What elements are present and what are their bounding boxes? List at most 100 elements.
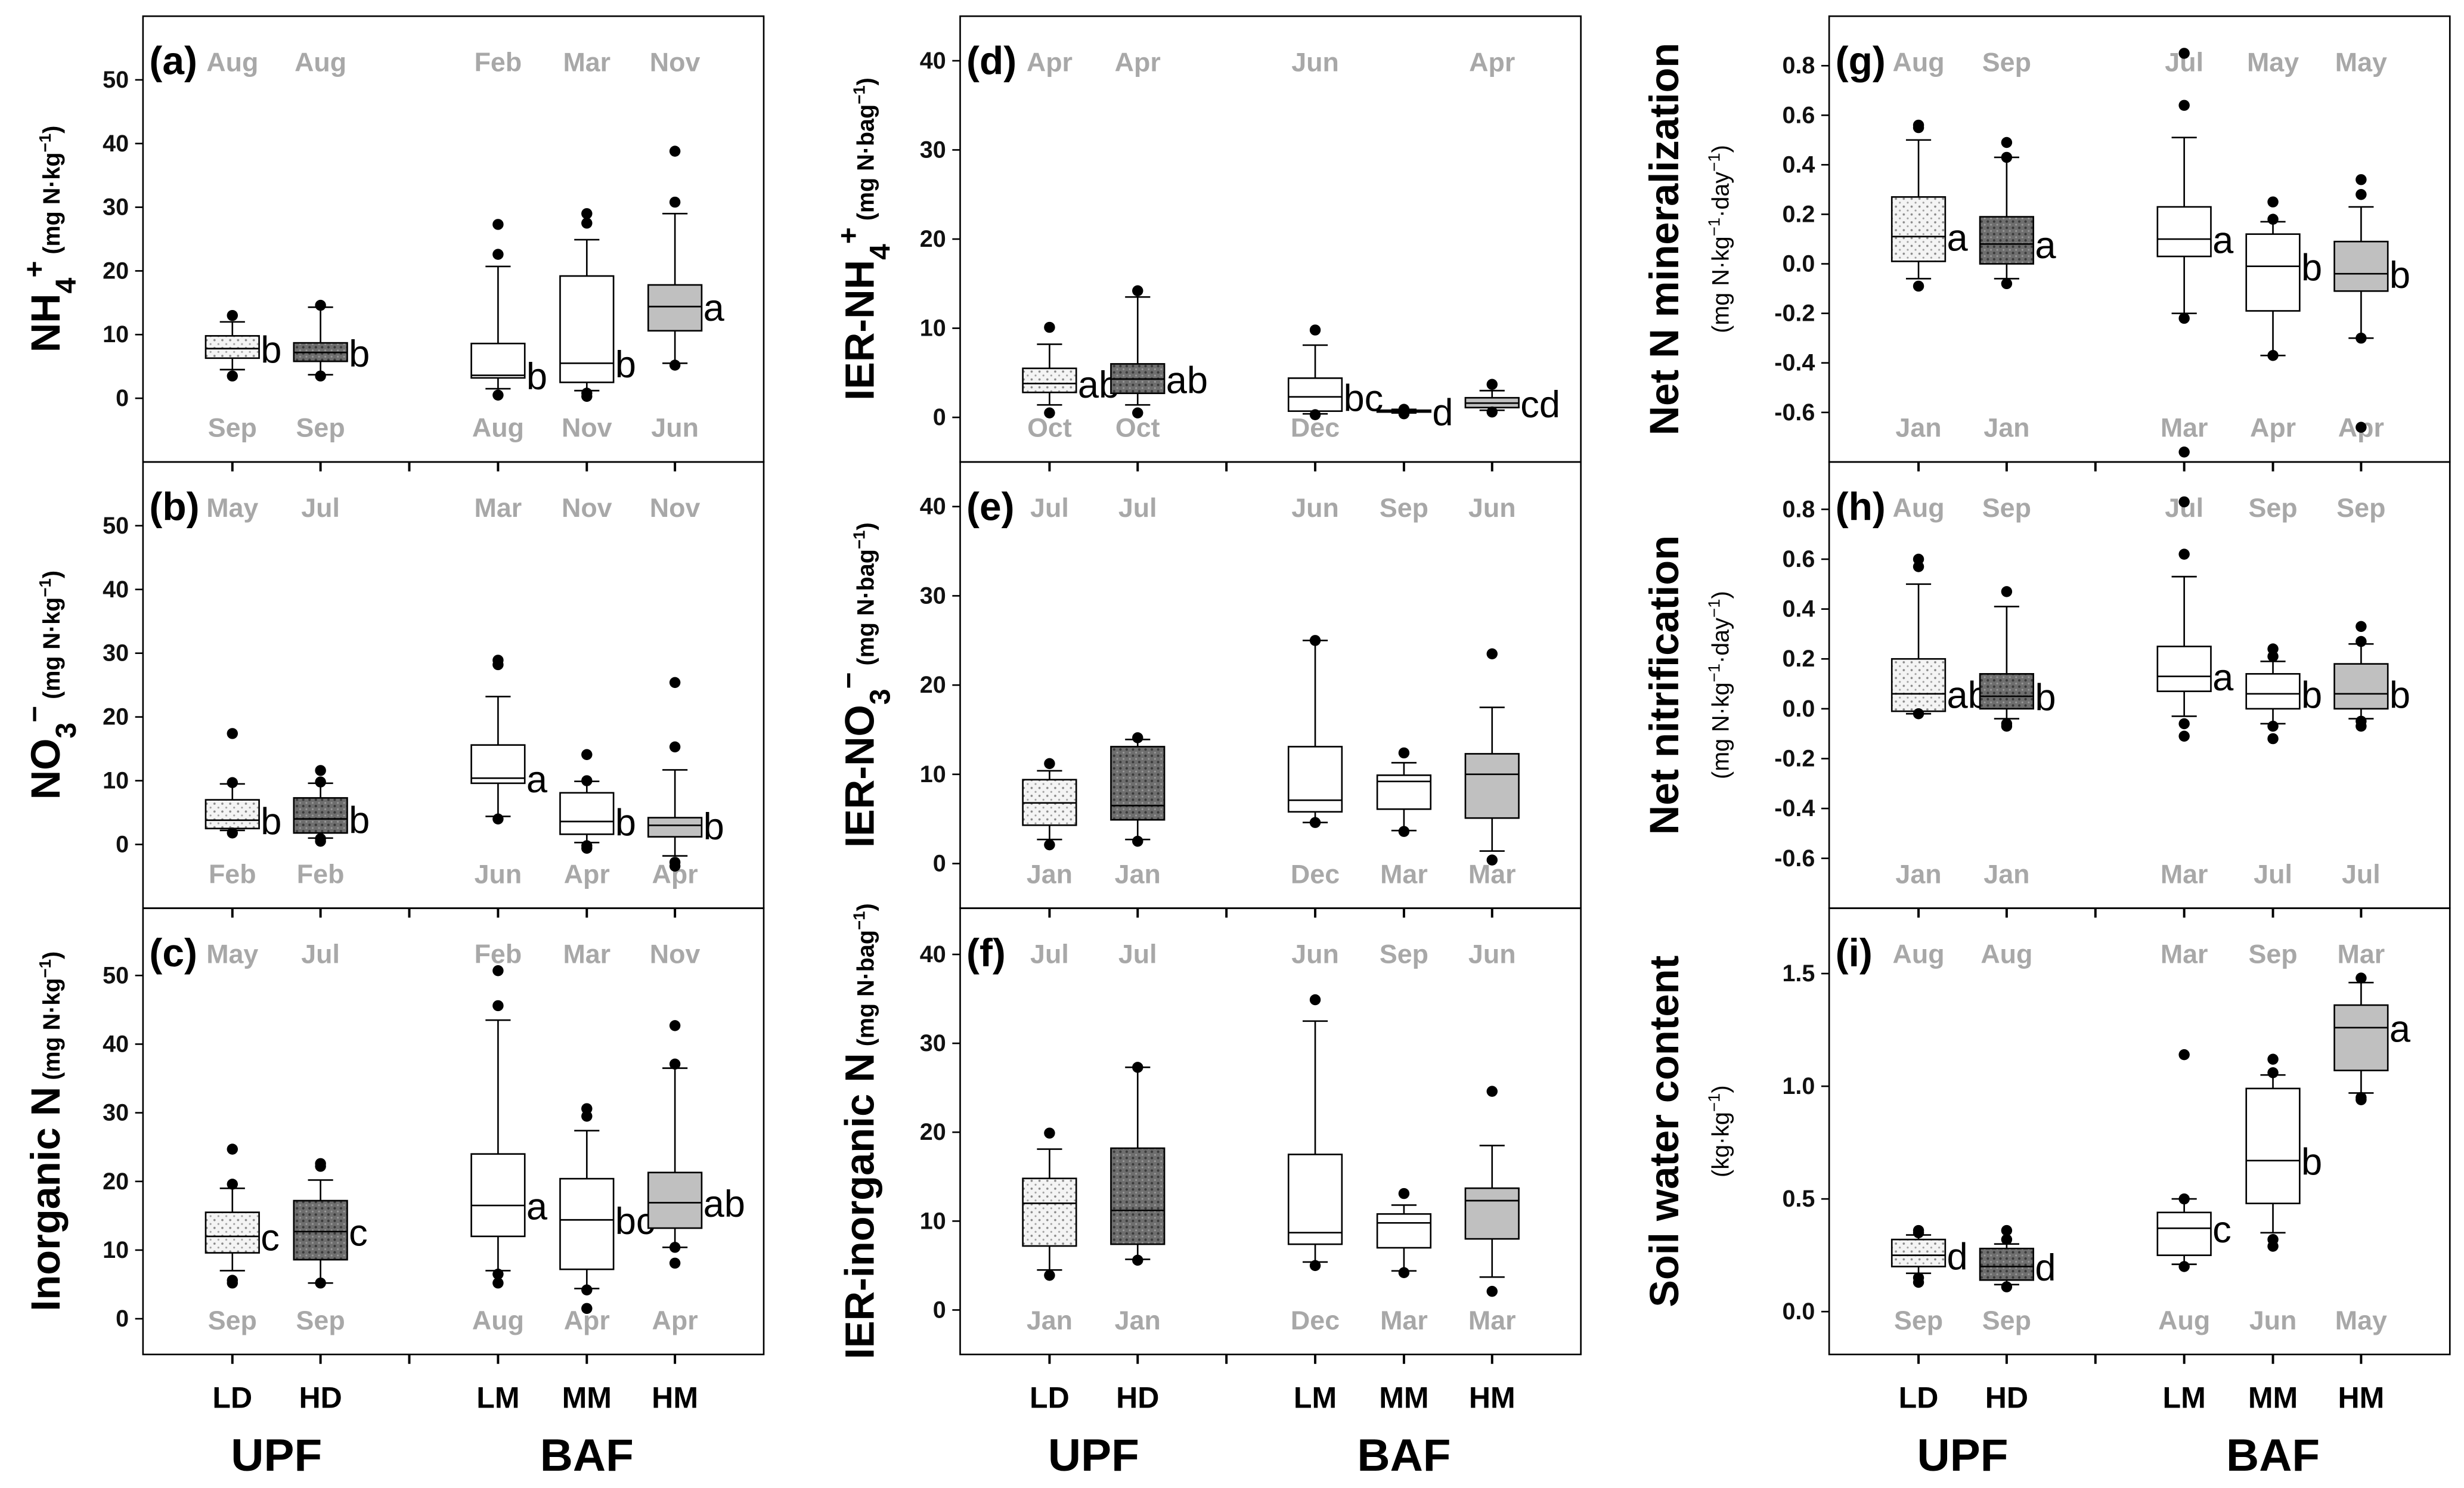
iqr-box	[1979, 1247, 2035, 1281]
max-month-label: Sep	[1380, 940, 1428, 969]
outlier-point	[581, 218, 593, 229]
iqr-box	[1022, 1177, 1077, 1247]
axis-title-part: Inorganic N	[23, 1087, 69, 1312]
y-tick-label: 30	[920, 1030, 946, 1056]
y-tick-label: -0.4	[1774, 350, 1815, 376]
y-tick-label: -0.2	[1774, 746, 1815, 772]
iqr-box	[470, 1153, 526, 1238]
min-month-label: Apr	[2250, 413, 2296, 443]
outlier-point	[1398, 1188, 1410, 1199]
iqr-box	[2245, 1087, 2301, 1204]
max-month-label: Sep	[1982, 47, 2031, 77]
significance-letter: c	[261, 1217, 280, 1259]
box-ld	[1022, 758, 1077, 851]
outlier-point	[2355, 189, 2367, 200]
axis-title-part: ·day	[1707, 618, 1734, 664]
panel-f: 0 10 20 30 40 (f) Jul Jan Jul Jan Jun Dec Sep Mar Jun M…	[837, 903, 1582, 1364]
outlier-point	[2267, 213, 2279, 225]
panel-label: (a)	[149, 39, 197, 83]
min-month-label: Jan	[1027, 1306, 1073, 1335]
max-month-label: Sep	[2248, 940, 2297, 969]
outlier-point	[2267, 643, 2279, 655]
min-month-label: Jul	[2342, 859, 2381, 889]
axis-title-part: 3	[51, 723, 82, 739]
axis-title-part: )	[853, 522, 879, 530]
max-month-label: Mar	[2161, 940, 2208, 969]
box-mm: b	[2245, 643, 2322, 745]
y-tick-label: 0.4	[1782, 151, 1815, 178]
iqr-box	[559, 275, 615, 383]
min-month-label: Jun	[475, 859, 522, 889]
iqr-box	[204, 799, 260, 830]
min-month-label: Feb	[209, 859, 256, 889]
box-hd: ab	[1110, 285, 1208, 418]
outlier-point	[2267, 720, 2279, 732]
axis-title-part: (mg N·bag	[853, 930, 879, 1053]
y-tick-label: 40	[103, 576, 129, 603]
max-month-label: Mar	[563, 47, 610, 77]
iqr-box	[293, 1199, 348, 1261]
min-month-label: May	[2335, 1306, 2387, 1335]
outlier-point	[315, 299, 326, 311]
y-tick-label: 20	[920, 672, 946, 698]
min-month-label: Jul	[2254, 859, 2292, 889]
max-month-label: Aug	[1892, 493, 1944, 523]
axis-title-part: )	[1707, 145, 1734, 153]
y-axis-title: IER-NO3− (mg N·bag−1)	[833, 522, 896, 848]
panel-a: 0 10 20 30 40 50 (a) Aug Sep Aug Sep Feb Aug Mar Nov No…	[19, 15, 765, 472]
axis-title-part: +	[833, 227, 864, 244]
outlier-point	[2001, 718, 2013, 730]
outlier-point	[581, 775, 593, 786]
y-tick-label: 30	[920, 582, 946, 609]
outlier-point	[1044, 321, 1055, 333]
outlier-point	[1132, 1254, 1143, 1266]
box-mm: b	[559, 749, 636, 854]
outlier-point	[492, 219, 504, 230]
x-category-label: HD	[1985, 1381, 2028, 1415]
axis-title-part: −1	[850, 911, 868, 930]
y-axis-unit: (mg N·bag−1)	[850, 903, 879, 1053]
axis-title-part: IER-inorganic N	[837, 1053, 883, 1359]
y-tick-label: 30	[920, 137, 946, 163]
y-tick-label: -0.4	[1774, 795, 1815, 822]
max-month-label: Jun	[1291, 940, 1339, 969]
box-hd: d	[1979, 1224, 2056, 1292]
panel-frame	[142, 15, 765, 463]
y-tick-label: 20	[103, 1168, 129, 1195]
iqr-box	[2333, 240, 2389, 292]
y-axis-unit: (mg N·bag−1)	[850, 78, 879, 227]
max-month-label: Jul	[1030, 493, 1069, 523]
box-hd	[1110, 732, 1166, 847]
y-axis-title: NH4+ (mg N·kg−1)	[19, 126, 82, 353]
y-tick-label: 0	[933, 404, 946, 430]
outlier-point	[669, 145, 681, 157]
axis-title-part: −1	[1704, 1093, 1723, 1112]
max-month-label: May	[2247, 47, 2299, 77]
outlier-point	[1486, 648, 1498, 659]
y-axis-unit: (mg N·kg−1)	[36, 126, 66, 261]
y-tick-label: 30	[103, 194, 129, 221]
outlier-point	[2267, 733, 2279, 745]
min-month-label: Jan	[1115, 1306, 1161, 1335]
y-tick-label: 10	[920, 315, 946, 342]
max-month-label: Mar	[563, 940, 610, 969]
min-month-label: Jan	[1895, 859, 1941, 889]
max-month-label: Jul	[1118, 940, 1157, 969]
box-hm	[1464, 648, 1520, 866]
y-tick-label: 40	[920, 941, 946, 968]
y-tick-label: -0.6	[1774, 399, 1815, 426]
max-month-label: Mar	[2338, 940, 2385, 969]
outlier-point	[581, 1103, 593, 1114]
axis-title-part: +	[19, 261, 51, 278]
y-axis-title: Inorganic N (mg N·kg−1)	[23, 951, 69, 1312]
iqr-box	[2245, 673, 2301, 710]
x-category-label: LM	[2163, 1381, 2206, 1415]
x-category-label: HD	[299, 1381, 342, 1415]
min-month-label: Dec	[1291, 1306, 1340, 1335]
outlier-point	[2001, 1281, 2013, 1292]
iqr-box	[1110, 1147, 1166, 1245]
y-tick-label: 0.8	[1782, 52, 1815, 79]
significance-letter: a	[1947, 218, 1968, 259]
outlier-point	[1398, 826, 1410, 837]
iqr-box	[1979, 216, 2035, 265]
